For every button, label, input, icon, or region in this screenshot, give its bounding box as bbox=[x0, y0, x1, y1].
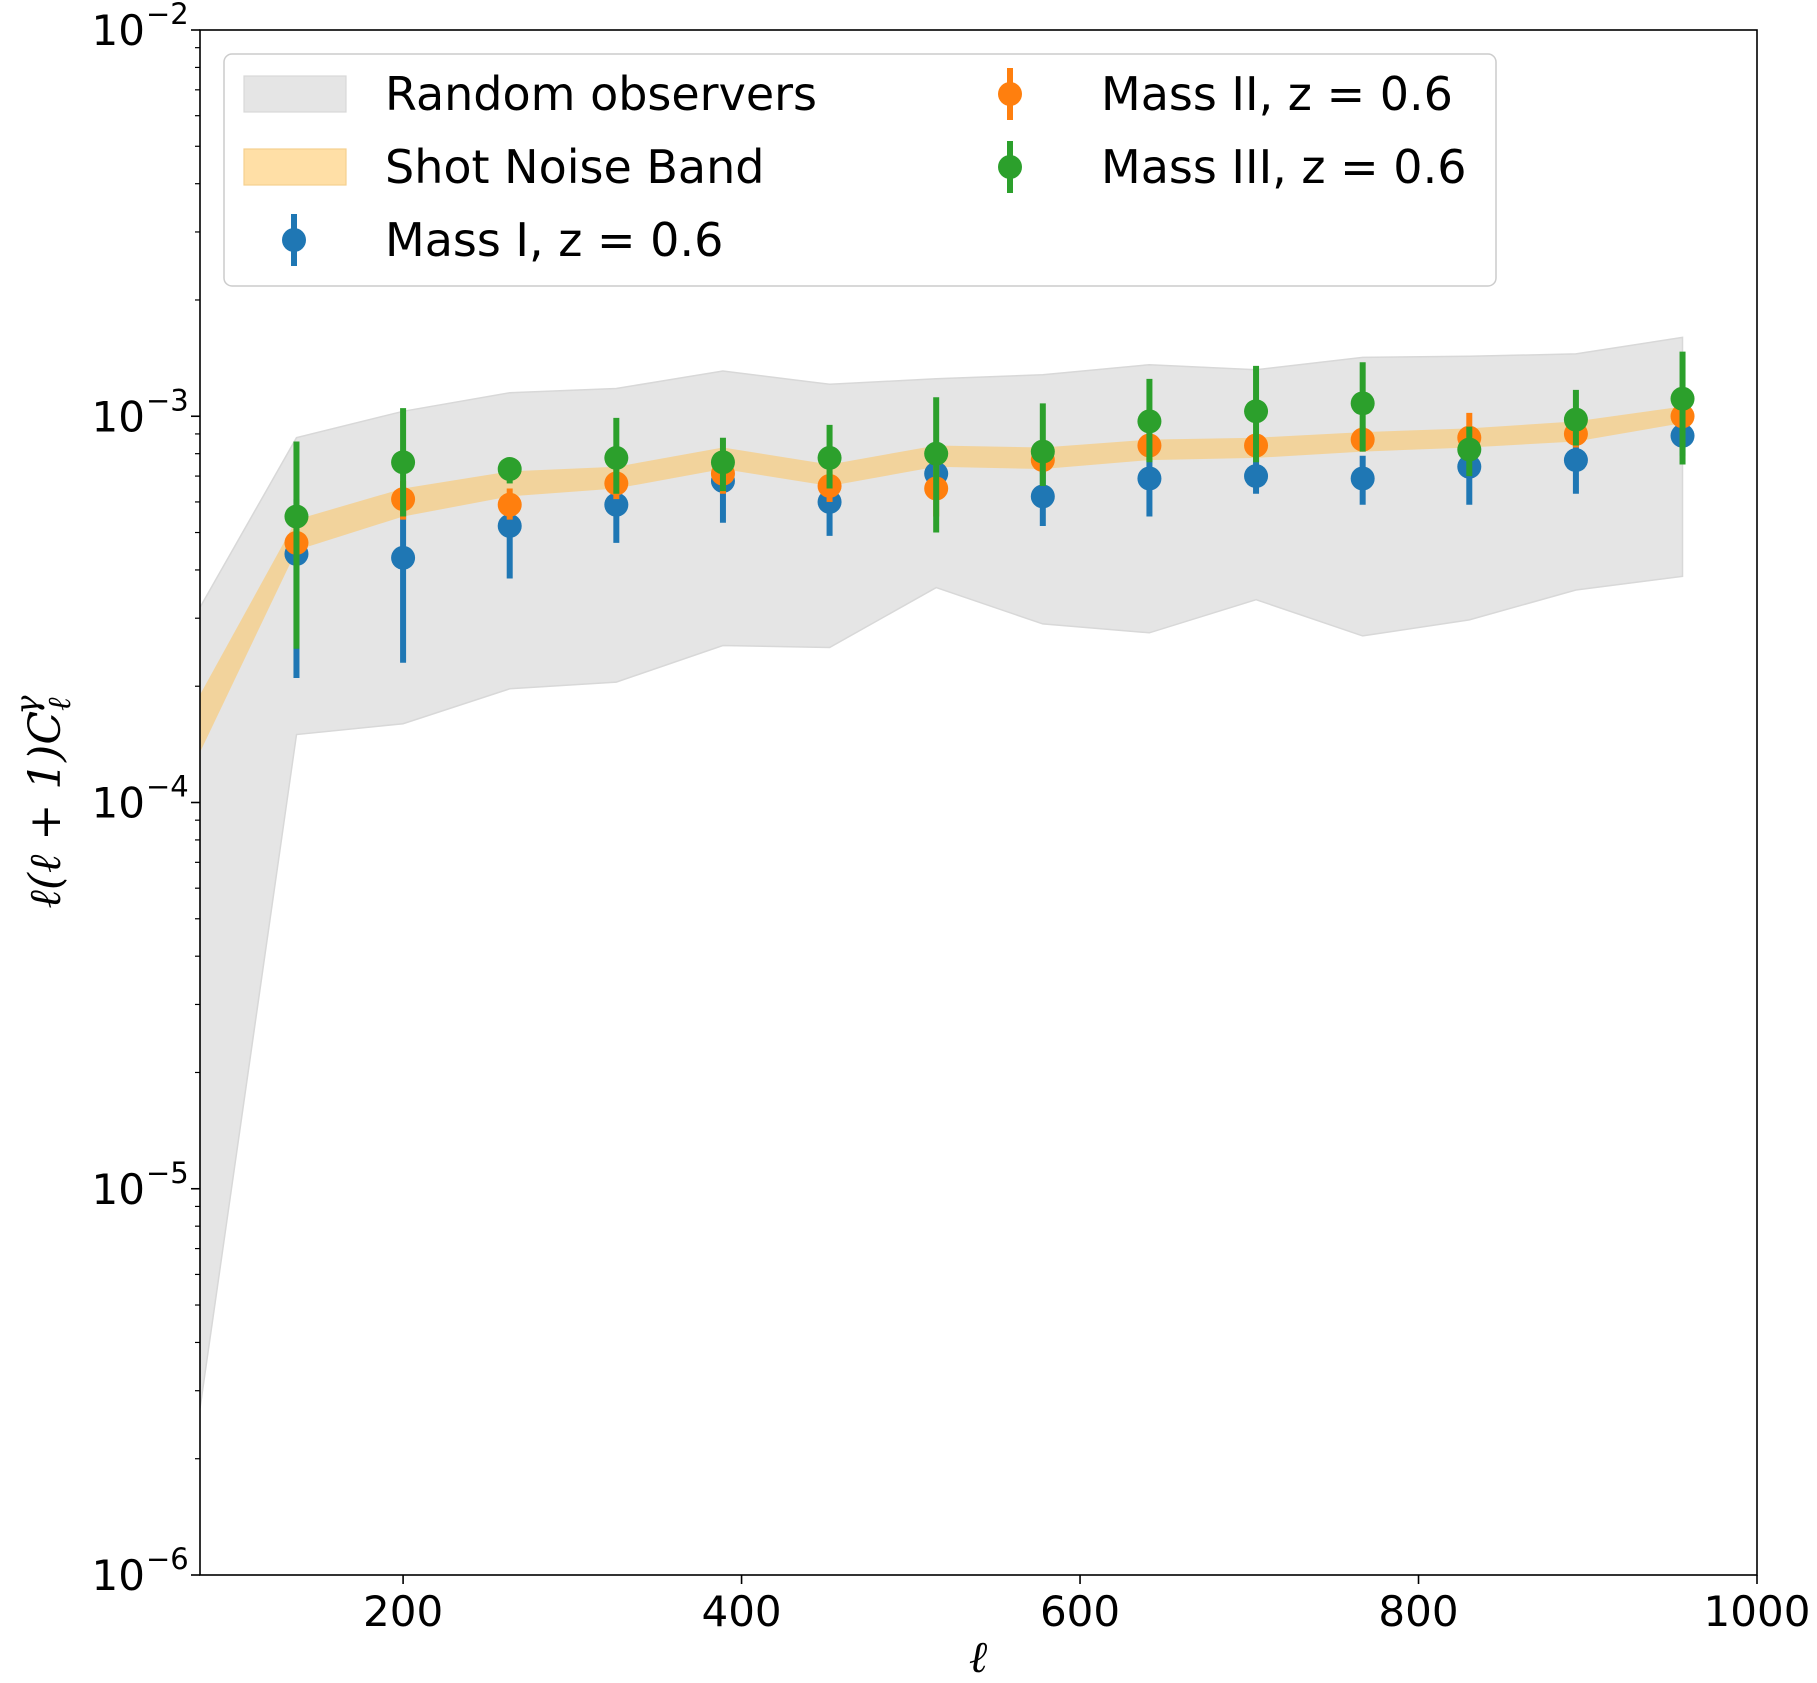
legend-entry: Shot Noise Band bbox=[243, 140, 764, 194]
legend-marker bbox=[282, 228, 306, 252]
mass-iii-point bbox=[1137, 409, 1162, 434]
legend-label: Mass I, z = 0.6 bbox=[385, 213, 723, 267]
y-tick-exponent: −2 bbox=[146, 0, 189, 31]
legend-entry: Mass I, z = 0.6 bbox=[282, 213, 723, 267]
y-tick-exponent: −5 bbox=[146, 1156, 189, 1190]
x-tick-label: 200 bbox=[363, 1587, 443, 1636]
legend-swatch bbox=[243, 148, 347, 186]
x-axis-label: ℓ bbox=[969, 1632, 988, 1683]
mass-ii-point bbox=[497, 492, 522, 517]
mass-iii-point bbox=[1350, 391, 1375, 416]
mass-i-point bbox=[1563, 448, 1588, 473]
mass-i-point bbox=[1137, 466, 1162, 491]
y-tick-exponent: −3 bbox=[146, 383, 189, 417]
mass-iii-series bbox=[284, 351, 1695, 649]
mass-i-point bbox=[1030, 484, 1055, 509]
mass-iii-point bbox=[1030, 439, 1055, 464]
y-tick-label: 10 bbox=[92, 779, 145, 828]
x-tick-label: 1000 bbox=[1704, 1587, 1811, 1636]
series-layer bbox=[284, 351, 1695, 679]
y-tick-label: 10 bbox=[92, 392, 145, 441]
mass-i-point bbox=[1350, 466, 1375, 491]
x-tick-label: 600 bbox=[1040, 1587, 1120, 1636]
y-tick-label: 10 bbox=[92, 1165, 145, 1214]
y-tick-exponent: −6 bbox=[146, 1542, 189, 1576]
mass-i-point bbox=[497, 513, 522, 538]
legend-marker bbox=[998, 82, 1022, 106]
mass-iii-point bbox=[284, 504, 309, 529]
legend-frame bbox=[223, 53, 1497, 287]
mass-iii-point bbox=[710, 450, 735, 475]
y-tick-exponent: −4 bbox=[146, 770, 189, 804]
legend-label: Shot Noise Band bbox=[385, 140, 764, 194]
mass-iii-point bbox=[1563, 407, 1588, 432]
x-axis: 200 400 600 800 1000 bbox=[363, 1575, 1810, 1636]
mass-i-point bbox=[604, 492, 629, 517]
mass-iii-point bbox=[604, 445, 629, 470]
x-tick-label: 800 bbox=[1378, 1587, 1458, 1636]
plot-area bbox=[200, 336, 1695, 1409]
legend-entry: Mass III, z = 0.6 bbox=[998, 140, 1466, 194]
legend-entry: Random observers bbox=[243, 67, 817, 121]
y-axis-label: ℓ(ℓ + 1)Cℓγ bbox=[8, 695, 78, 909]
random-observers-band bbox=[200, 336, 1684, 1409]
y-axis: 10−610−510−410−310−2 bbox=[92, 0, 200, 1600]
legend-entry: Mass II, z = 0.6 bbox=[998, 67, 1453, 121]
mass-i-point bbox=[391, 545, 416, 570]
legend-label: Random observers bbox=[385, 67, 817, 121]
mass-iii-point bbox=[1670, 386, 1695, 411]
y-tick-label: 10 bbox=[92, 6, 145, 55]
mass-iii-point bbox=[1244, 399, 1269, 424]
y-tick-label: 10 bbox=[92, 1551, 145, 1600]
mass-i-point bbox=[1244, 464, 1269, 489]
legend-marker bbox=[998, 155, 1022, 179]
legend: Random observers Shot Noise Band Mass I, z… bbox=[223, 53, 1497, 287]
x-tick-label: 400 bbox=[701, 1587, 781, 1636]
mass-iii-point bbox=[1457, 437, 1482, 462]
mass-iii-point bbox=[391, 450, 416, 475]
legend-label: Mass II, z = 0.6 bbox=[1101, 67, 1453, 121]
mass-iii-point bbox=[497, 457, 522, 482]
mass-iii-point bbox=[817, 445, 842, 470]
legend-label: Mass III, z = 0.6 bbox=[1101, 140, 1466, 194]
mass-iii-point bbox=[924, 441, 949, 466]
legend-swatch bbox=[243, 75, 347, 113]
bands-layer bbox=[200, 336, 1684, 1409]
shot-noise-band bbox=[200, 406, 1683, 753]
